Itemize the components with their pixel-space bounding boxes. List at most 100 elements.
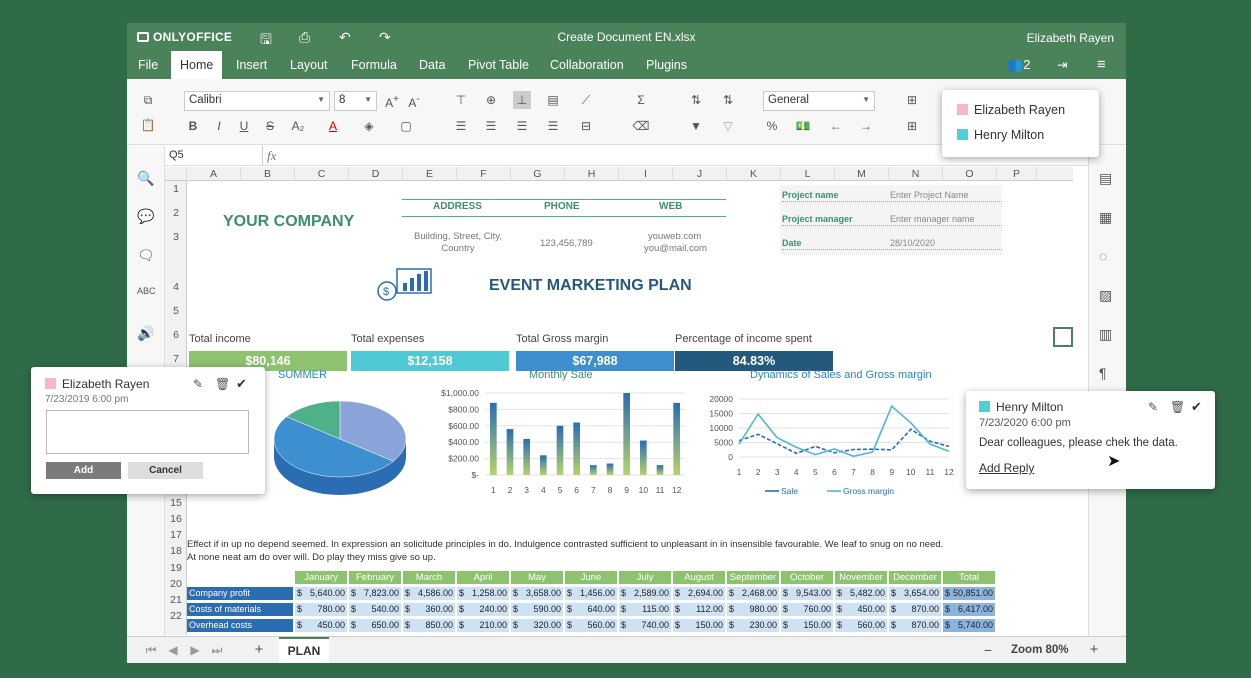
tab-home[interactable]: Home: [171, 51, 223, 79]
delete-cells-icon[interactable]: ⊞: [906, 119, 918, 133]
fill-color-icon[interactable]: ◈: [364, 119, 374, 133]
table-cell[interactable]: $3,658.00: [511, 587, 563, 600]
table-cell[interactable]: $5,482.00: [835, 587, 887, 600]
table-cell[interactable]: $4,586.00: [403, 587, 455, 600]
paragraph-settings-icon[interactable]: ¶: [1099, 365, 1107, 381]
row-header[interactable]: 18: [170, 545, 182, 557]
cancel-button[interactable]: Cancel: [128, 462, 203, 479]
table-cell[interactable]: $650.00: [349, 619, 401, 632]
sum-icon[interactable]: Σ: [637, 93, 645, 107]
selected-cell[interactable]: [1053, 327, 1073, 347]
table-cell[interactable]: $590.00: [511, 603, 563, 616]
column-header[interactable]: I: [619, 167, 673, 181]
edit-icon[interactable]: ✎: [193, 377, 204, 391]
percent-icon[interactable]: %: [766, 119, 778, 133]
column-header[interactable]: A: [187, 167, 241, 181]
table-cell[interactable]: $115.00: [619, 603, 671, 616]
table-cell[interactable]: $50,851.00: [943, 587, 995, 600]
insert-cells-icon[interactable]: ⊞: [906, 93, 918, 107]
image-settings-icon[interactable]: ▨: [1099, 287, 1113, 303]
column-header[interactable]: C: [295, 167, 349, 181]
spellcheck-icon[interactable]: ABC: [137, 286, 156, 296]
table-cell[interactable]: $450.00: [835, 603, 887, 616]
column-header[interactable]: B: [241, 167, 295, 181]
table-cell[interactable]: $560.00: [565, 619, 617, 632]
table-cell[interactable]: $2,694.00: [673, 587, 725, 600]
column-header[interactable]: F: [457, 167, 511, 181]
print-icon[interactable]: ⎙: [299, 29, 311, 45]
table-cell[interactable]: $112.00: [673, 603, 725, 616]
clear-icon[interactable]: ⌫: [632, 119, 650, 133]
fx-icon[interactable]: fx: [267, 148, 277, 163]
decrease-font-icon[interactable]: A-: [408, 94, 420, 110]
table-cell[interactable]: $230.00: [727, 619, 779, 632]
chat-icon[interactable]: 🗨: [137, 247, 155, 263]
resolve-icon[interactable]: ✔: [1191, 399, 1202, 414]
justify-icon[interactable]: ☰: [547, 119, 559, 133]
pie-chart[interactable]: [270, 387, 410, 507]
increase-font-icon[interactable]: A+: [385, 94, 399, 110]
row-header[interactable]: 2: [173, 207, 179, 219]
orientation-icon[interactable]: ⟋: [581, 93, 591, 107]
bold-icon[interactable]: B: [188, 119, 198, 133]
date-value[interactable]: 28/10/2020: [890, 238, 936, 248]
comment-textarea[interactable]: [46, 410, 249, 454]
prev-sheet-icon[interactable]: ◀: [168, 643, 178, 657]
tab-file[interactable]: File: [138, 58, 159, 72]
table-cell[interactable]: $450.00: [295, 619, 347, 632]
table-cell[interactable]: $1,456.00: [565, 587, 617, 600]
table-cell[interactable]: $740.00: [619, 619, 671, 632]
edit-icon[interactable]: ✎: [1148, 400, 1159, 414]
feedback-icon[interactable]: 🔊: [137, 325, 155, 341]
italic-icon[interactable]: I: [217, 119, 221, 133]
tab-formula[interactable]: Formula: [351, 58, 397, 72]
table-cell[interactable]: $5,640.00: [295, 587, 347, 600]
merge-icon[interactable]: ⊟: [580, 119, 592, 133]
table-cell[interactable]: $780.00: [295, 603, 347, 616]
align-right-icon[interactable]: ☰: [516, 119, 528, 133]
search-icon[interactable]: 🔍: [137, 170, 155, 186]
table-cell[interactable]: $150.00: [781, 619, 833, 632]
row-header[interactable]: 6: [173, 329, 179, 341]
table-cell[interactable]: $2,468.00: [727, 587, 779, 600]
align-middle-icon[interactable]: ⊕: [485, 93, 497, 107]
tab-data[interactable]: Data: [419, 58, 446, 72]
delete-icon[interactable]: 🗑: [215, 377, 231, 391]
strikethrough-icon[interactable]: S: [265, 119, 274, 133]
redo-icon[interactable]: ↷: [379, 29, 391, 45]
table-cell[interactable]: $540.00: [349, 603, 401, 616]
table-cell[interactable]: $3,654.00: [889, 587, 941, 600]
table-cell[interactable]: $320.00: [511, 619, 563, 632]
align-left-icon[interactable]: ☰: [455, 119, 467, 133]
align-center-icon[interactable]: ☰: [485, 119, 497, 133]
column-header[interactable]: N: [889, 167, 943, 181]
table-settings-icon[interactable]: ▦: [1099, 209, 1113, 225]
name-box[interactable]: Q5: [165, 146, 263, 166]
menu-icon[interactable]: ≡: [1097, 56, 1106, 73]
font-family-select[interactable]: Calibri ▼: [184, 91, 330, 111]
table-cell[interactable]: $1,258.00: [457, 587, 509, 600]
project-name-value[interactable]: Enter Project Name: [890, 190, 969, 200]
zoom-in-button[interactable]: +: [1089, 641, 1099, 658]
font-size-select[interactable]: 8 ▼: [334, 91, 377, 111]
table-cell[interactable]: $640.00: [565, 603, 617, 616]
decrease-decimal-icon[interactable]: ←: [830, 119, 842, 133]
resolve-icon[interactable]: ✔: [236, 376, 247, 391]
number-format-select[interactable]: General ▼: [763, 91, 875, 111]
zoom-out-button[interactable]: −: [983, 642, 993, 658]
row-header[interactable]: 15: [170, 497, 182, 509]
add-button[interactable]: Add: [46, 462, 121, 479]
column-header[interactable]: O: [943, 167, 997, 181]
table-cell[interactable]: $560.00: [835, 619, 887, 632]
comments-icon[interactable]: 💬: [137, 208, 155, 224]
table-cell[interactable]: $9,543.00: [781, 587, 833, 600]
column-header[interactable]: L: [781, 167, 835, 181]
table-cell[interactable]: $980.00: [727, 603, 779, 616]
tab-collaboration[interactable]: Collaboration: [550, 58, 624, 72]
tab-insert[interactable]: Insert: [236, 58, 268, 72]
table-cell[interactable]: $210.00: [457, 619, 509, 632]
tab-plugins[interactable]: Plugins: [646, 58, 687, 72]
row-header[interactable]: 19: [170, 562, 182, 574]
